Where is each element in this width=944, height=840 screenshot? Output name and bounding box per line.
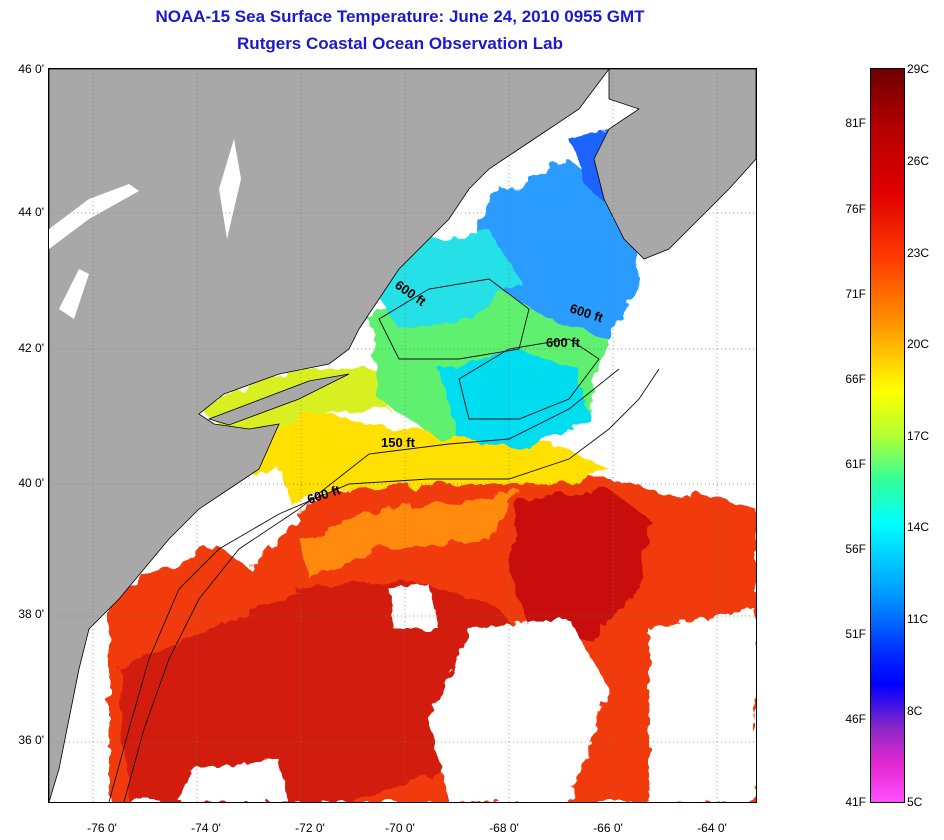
lon-tick-label: -68 0' [489,821,519,835]
cloud-patch [389,584,439,629]
contour-gulf-maine [378,278,530,360]
colorbar-fahrenheit-label: 51F [845,627,866,641]
map-title: NOAA-15 Sea Surface Temperature: June 24… [155,7,645,26]
contour-150ft [123,368,620,802]
lon-tick-label: -76 0' [87,821,117,835]
inland-lakes [49,139,241,319]
long-island [207,373,350,426]
georges-bank-cyan [439,349,589,449]
nova-scotia-land [593,69,756,260]
colorbar-celsius-label: 26C [907,154,930,168]
colorbar-celsius-label: 11C [907,612,929,626]
lake [219,139,241,239]
cloud-patch [649,609,756,802]
colorbar-celsius-label: 17C [907,429,930,443]
gulf-stream-eddy [509,489,649,639]
lat-tick-label: 36 0' [18,733,44,747]
bathymetry-contours [108,278,660,802]
colorbar-fahrenheit-label: 66F [845,372,866,386]
lat-tick-label: 44 0' [18,205,44,219]
land [49,69,756,802]
colorbar-celsius-label: 14C [907,520,930,534]
cloud-patch [609,419,729,499]
lat-tick-label: 42 0' [18,341,44,355]
cloud-patch [209,469,299,569]
lon-tick-label: -70 0' [385,821,415,835]
lon-tick-label: -66 0' [593,821,623,835]
colorbar-celsius-label: 29C [907,62,930,76]
gulf-of-maine-blue [469,159,639,339]
colorbar-fahrenheit-label: 61F [845,457,866,471]
cloud-patch [179,759,289,802]
lon-tick-label: -64 0' [697,821,727,835]
cloud-patch [429,619,609,802]
map-subtitle: Rutgers Coastal Ocean Observation Lab [237,34,563,53]
colorbar-celsius-label: 20C [907,337,930,351]
colorbar-fahrenheit-label: 41F [845,795,866,809]
lon-tick-label: -72 0' [295,821,325,835]
us-east-coast-land [49,69,610,802]
colorbar-fahrenheit-label: 76F [845,202,866,216]
sst-map: 600 ft 600 ft 600 ft 150 ft 600 ft [48,68,757,803]
lake [49,184,139,249]
lat-tick-label: 40 0' [18,476,44,490]
colorbar-fahrenheit-label: 71F [845,287,866,301]
contour-600ft [108,368,660,802]
colorbar-fahrenheit-label: 46F [845,712,866,726]
colorbar-celsius-label: 8C [907,704,923,718]
colorbar-fahrenheit-label: 56F [845,542,866,556]
contour-label: 150 ft [381,435,416,450]
temperature-colorbar [870,68,905,803]
colorbar-celsius-label: 5C [907,795,923,809]
lake [59,269,89,319]
colorbar-fahrenheit-label: 81F [845,116,866,130]
long-island-sound-water [199,369,389,439]
cloud-cover [179,419,756,802]
orange-band [299,489,519,579]
lat-tick-label: 46 0' [18,62,44,76]
lat-tick-label: 38 0' [18,607,44,621]
contour-label: 600 ft [546,335,581,350]
lon-tick-label: -74 0' [191,821,221,835]
colorbar-celsius-label: 23C [907,246,930,260]
